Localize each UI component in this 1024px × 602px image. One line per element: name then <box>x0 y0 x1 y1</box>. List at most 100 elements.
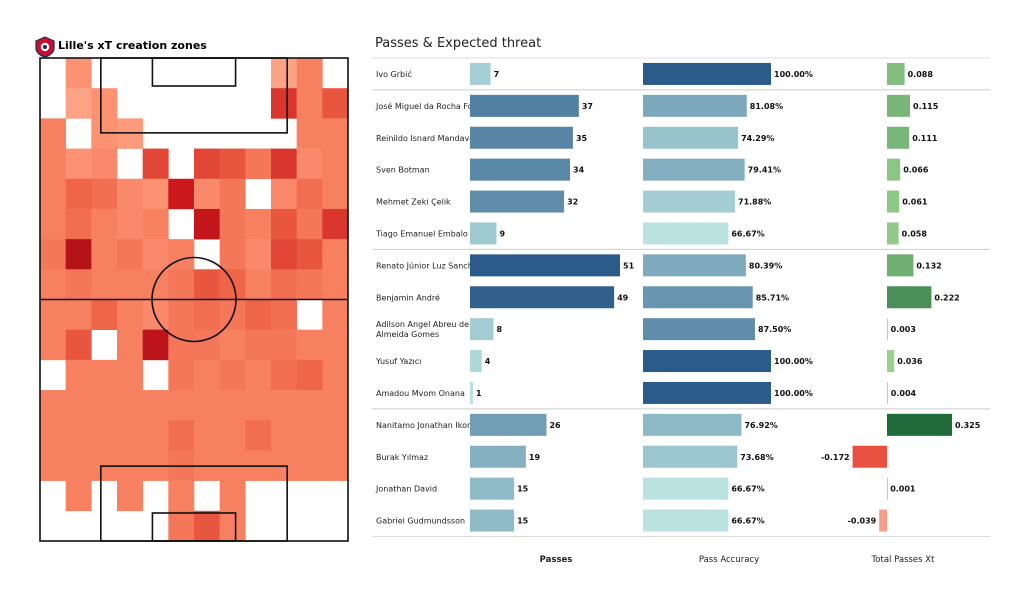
accuracy-bar <box>643 509 729 532</box>
heatmap-cell <box>219 329 246 361</box>
heatmap-cell <box>65 269 92 300</box>
passes-label: 49 <box>617 293 629 302</box>
passes-label: 19 <box>529 453 541 462</box>
heatmap-cell <box>322 148 349 180</box>
xt-bar <box>887 158 901 181</box>
heatmap-cell <box>142 208 169 240</box>
accuracy-label: 81.08% <box>750 102 783 111</box>
heatmap-cell <box>194 269 220 300</box>
accuracy-bar <box>643 190 736 213</box>
accuracy-label: 79.41% <box>748 166 781 175</box>
xt-label: 0.003 <box>891 325 916 334</box>
heatmap-cell <box>296 329 323 361</box>
heatmap-cell <box>194 329 220 361</box>
accuracy-label: 100.00% <box>774 70 813 79</box>
xt-label: 0.115 <box>913 102 939 111</box>
heatmap-cell <box>168 299 195 330</box>
accuracy-label: 100.00% <box>774 357 813 366</box>
heatmap-cell <box>91 178 118 210</box>
heatmap-cell <box>40 208 66 240</box>
heatmap-cell <box>40 299 66 330</box>
passes-bar <box>470 381 473 404</box>
accuracy-label: 85.71% <box>756 293 789 302</box>
heatmap-cell <box>296 118 323 149</box>
heatmap-cell <box>91 420 118 451</box>
table-row: Reinildo Isnard Mandava 35 74.29% 0.111 <box>376 126 938 149</box>
accuracy-bar <box>643 445 738 468</box>
heatmap-cell <box>322 118 349 149</box>
xt-label: 0.088 <box>908 70 934 79</box>
heatmap-cell <box>271 88 297 119</box>
heatmap-cell <box>271 208 297 240</box>
table-row: Mehmet Zeki Çelik 32 71.88% 0.061 <box>376 190 928 213</box>
xt-bar <box>887 477 888 500</box>
heatmap-cell <box>117 239 143 270</box>
heatmap-cell <box>322 420 349 451</box>
heatmap-cell <box>65 88 92 119</box>
xt-label: 0.325 <box>955 421 981 430</box>
centre-circle <box>151 256 237 343</box>
heatmap-cell <box>168 329 195 361</box>
xt-label: 0.111 <box>912 134 938 143</box>
heatmap-cell <box>65 208 92 240</box>
player-name: Benjamin André <box>376 292 440 302</box>
heatmap-cell <box>65 480 92 512</box>
xt-bar <box>887 222 899 245</box>
heatmap-cell <box>117 178 143 210</box>
heatmap-cell <box>142 390 169 421</box>
heatmap-cell <box>40 118 66 149</box>
xt-bar <box>887 318 888 341</box>
xt-label: -0.039 <box>848 517 877 526</box>
xt-bar <box>887 126 910 149</box>
accuracy-bar <box>643 94 747 117</box>
xt-bar <box>887 381 888 404</box>
passes-label: 8 <box>497 325 503 334</box>
heatmap-cell <box>245 420 272 451</box>
accuracy-label: 74.29% <box>741 134 774 143</box>
accuracy-bar <box>643 126 739 149</box>
heatmap-cell <box>168 510 195 542</box>
heatmap-cell <box>142 420 169 451</box>
player-name: Nanitamo Jonathan Ikoné <box>376 420 477 430</box>
xt-label: 0.132 <box>916 261 941 270</box>
xt-bar <box>887 62 905 85</box>
passes-bar <box>470 509 515 532</box>
xt-label: 0.222 <box>934 293 959 302</box>
passes-label: 7 <box>494 70 500 79</box>
heatmap-cell <box>142 269 169 300</box>
passes-bar <box>470 254 620 277</box>
heatmap-cell <box>117 390 143 421</box>
xt-label: 0.061 <box>902 198 928 207</box>
heatmap-cell <box>296 88 323 119</box>
accuracy-bar <box>643 62 771 85</box>
passes-label: 26 <box>549 421 561 430</box>
table-row: José Miguel da Rocha Fonte 37 81.08% 0.115 <box>375 94 939 117</box>
heatmap-cell <box>168 390 195 421</box>
heatmap-cell <box>40 239 66 270</box>
player-name: Tiago Emanuel Embalo Djaló <box>375 228 491 238</box>
heatmap-cell <box>322 178 349 210</box>
table-title: Passes & Expected threat <box>375 36 542 51</box>
heatmap-cell <box>296 178 323 210</box>
table-row: Burak Yılmaz 19 73.68% -0.172 <box>376 445 887 468</box>
xt-heatmap <box>40 58 349 542</box>
heatmap-cell <box>322 359 349 391</box>
heatmap-cell <box>65 420 92 451</box>
passes-bar <box>470 158 570 181</box>
heatmap-cell <box>168 269 195 300</box>
heatmap-cell <box>296 239 323 270</box>
heatmap-cell <box>296 208 323 240</box>
passes-label: 37 <box>582 102 593 111</box>
column-header-accuracy: Pass Accuracy <box>699 555 759 565</box>
heatmap-cell <box>219 420 246 451</box>
player-name: Sven Botman <box>376 166 430 175</box>
heatmap-cell <box>40 148 66 180</box>
heatmap-cell <box>65 329 92 361</box>
heatmap-cell <box>168 420 195 451</box>
accuracy-label: 71.88% <box>738 198 771 207</box>
xt-bar <box>887 413 952 436</box>
heatmap-cell <box>271 178 297 210</box>
heatmap-cell <box>142 239 169 270</box>
heatmap-cell <box>91 148 118 180</box>
xt-label: 0.058 <box>902 229 928 238</box>
